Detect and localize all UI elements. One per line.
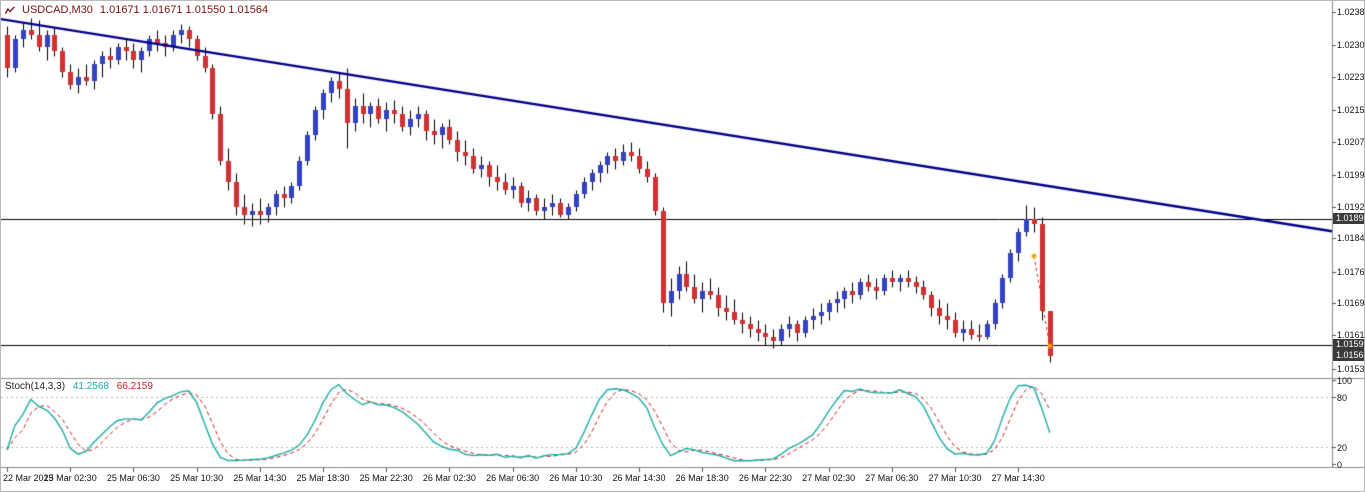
price-axis-label: 1.01995 — [1337, 170, 1365, 181]
indicator-name: Stoch(14,3,3) — [5, 381, 66, 392]
price-axis-label: 1.01535 — [1337, 363, 1365, 374]
indicator-k-value: 41.2568 — [72, 381, 109, 392]
price-axis-label: 1.01765 — [1337, 266, 1365, 277]
indicator-label: Stoch(14,3,3) 41.2568 66.2159 — [5, 381, 158, 392]
support-line-price-box: 1.01590 — [1333, 339, 1364, 351]
time-axis-label: 25 Mar 22:30 — [359, 473, 413, 483]
time-axis-label: 25 Mar 06:30 — [106, 473, 160, 483]
price-axis-label: 1.01615 — [1337, 329, 1365, 340]
time-axis-label: 26 Mar 02:30 — [422, 473, 476, 483]
time-axis-label: 27 Mar 14:30 — [991, 473, 1045, 483]
stoch-axis-label: 100 — [1337, 376, 1353, 386]
time-axis-label: 26 Mar 14:30 — [612, 473, 666, 483]
time-axis-label: 27 Mar 02:30 — [802, 473, 856, 483]
time-axis-label: 25 Mar 14:30 — [233, 473, 287, 483]
symbol-timeframe: USDCAD,M30 — [22, 4, 93, 16]
time-axis-label: 22 Mar 2013 — [3, 473, 54, 483]
price-axis-label: 1.02230 — [1337, 71, 1365, 82]
time-axis-label: 26 Mar 18:30 — [675, 473, 729, 483]
time-axis-label: 25 Mar 02:30 — [43, 473, 97, 483]
time-axis-label: 27 Mar 10:30 — [928, 473, 982, 483]
chart-line-icon — [5, 6, 15, 14]
time-axis-label: 25 Mar 10:30 — [170, 473, 224, 483]
price-axis-label: 1.02075 — [1337, 136, 1365, 147]
time-axis-label: 26 Mar 10:30 — [549, 473, 603, 483]
resistance-line-price-box: 1.01890 — [1333, 213, 1364, 225]
stoch-axis-label: 20 — [1337, 443, 1348, 454]
price-axis-label: 1.01920 — [1337, 201, 1365, 212]
time-axis-label: 26 Mar 22:30 — [738, 473, 792, 483]
stoch-axis-label: 0 — [1337, 460, 1343, 470]
ohlc-readout: 1.01671 1.01671 1.01550 1.01564 — [99, 4, 269, 16]
price-axis-label: 1.01690 — [1337, 298, 1365, 309]
time-axis-label: 27 Mar 06:30 — [865, 473, 919, 483]
price-axis-label: 1.02150 — [1337, 105, 1365, 116]
stoch-axis-label: 80 — [1337, 392, 1348, 403]
time-axis-label: 25 Mar 18:30 — [296, 473, 350, 483]
price-axis-label: 1.02385 — [1337, 6, 1365, 17]
price-axis-label: 1.02305 — [1337, 40, 1365, 51]
time-axis-label: 26 Mar 06:30 — [486, 473, 540, 483]
current-price-box: 1.01564 — [1333, 350, 1364, 362]
price-axis-label: 1.01845 — [1337, 233, 1365, 244]
indicator-d-value: 66.2159 — [116, 381, 153, 392]
symbol-ohlc-label: USDCAD,M30 1.01671 1.01671 1.01550 1.015… — [5, 4, 268, 16]
